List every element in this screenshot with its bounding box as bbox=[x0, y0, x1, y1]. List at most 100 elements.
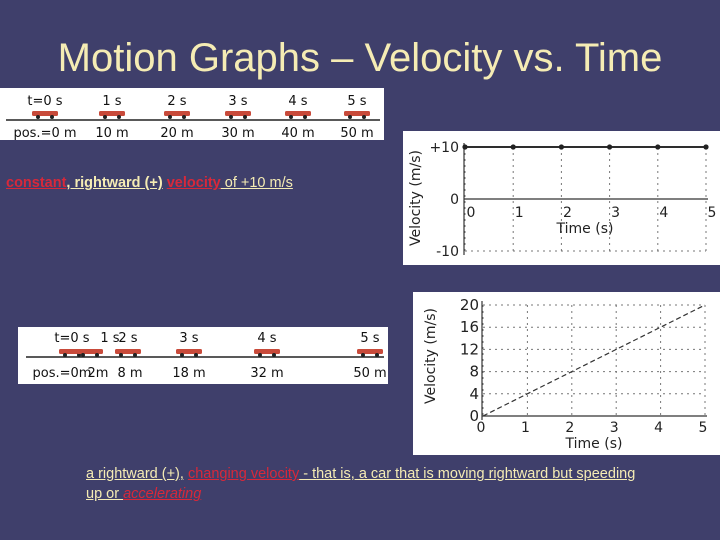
x-tick-label: 1 bbox=[515, 205, 524, 221]
strip1-position-label: 50 m bbox=[340, 126, 373, 140]
strip2-car-wheel bbox=[375, 353, 379, 357]
strip1-car-body bbox=[32, 111, 58, 116]
y-tick-label: 12 bbox=[460, 340, 479, 358]
x-tick-label: 5 bbox=[699, 420, 708, 436]
caption2-accelerating: accelerating bbox=[123, 486, 202, 502]
caption-value: of +10 m/s bbox=[220, 175, 293, 191]
graph-constant-velocity-svg: 0 1 2 3 4 5 +10 0 -10 Time (s) Velocity (m/s) bbox=[408, 140, 717, 260]
motion-strip-constant-svg: t=0 s pos.=0 m 1 s 10 m 2 s 20 m 3 s 30 m 4 s 40 … bbox=[6, 94, 380, 141]
y-tick-label: -10 bbox=[436, 244, 459, 260]
graph-accelerating: 0 1 2 3 4 5 20 16 12 8 4 0 Time (s) Velocity (m/s) bbox=[413, 292, 720, 455]
strip2-car-body bbox=[357, 349, 383, 354]
y-tick-label: 0 bbox=[450, 192, 459, 208]
strip2-position-label: pos.=0m bbox=[33, 366, 92, 381]
caption-accelerating: a rightward (+), changing velocity - tha… bbox=[86, 464, 646, 504]
x-tick-label: 4 bbox=[654, 420, 663, 436]
strip1-car-wheel bbox=[103, 115, 107, 119]
x-tick-label: 2 bbox=[563, 205, 572, 221]
strip2-car-body bbox=[77, 349, 103, 354]
x-tick-label: 0 bbox=[467, 205, 476, 221]
x-tick-label: 5 bbox=[708, 205, 717, 221]
strip1-position-label: 20 m bbox=[160, 126, 193, 140]
strip2-position-label: 18 m bbox=[172, 366, 205, 381]
strip1-car-wheel bbox=[50, 115, 54, 119]
strip2-time-label: 5 s bbox=[360, 331, 379, 346]
x-axis-label: Time (s) bbox=[556, 221, 614, 237]
caption-constant-word: constant bbox=[6, 175, 67, 191]
caption-rightward: rightward (+) bbox=[74, 175, 163, 191]
strip1-car-body bbox=[99, 111, 125, 116]
strip2-position-label: 32 m bbox=[250, 366, 283, 381]
strip2-car-wheel bbox=[361, 353, 365, 357]
strip1-car-body bbox=[285, 111, 311, 116]
strip1-time-label: t=0 s bbox=[27, 94, 62, 109]
strip2-car-wheel bbox=[272, 353, 276, 357]
strip1-car-wheel bbox=[36, 115, 40, 119]
x-tick-label: 3 bbox=[611, 205, 620, 221]
strip1-car-wheel bbox=[243, 115, 247, 119]
x-tick-label: 2 bbox=[565, 420, 574, 436]
x-axis-label: Time (s) bbox=[565, 436, 623, 452]
strip1-car-wheel bbox=[182, 115, 186, 119]
strip1-car-wheel bbox=[348, 115, 352, 119]
strip1-position-label: 30 m bbox=[221, 126, 254, 140]
strip2-car-wheel bbox=[119, 353, 123, 357]
caption-constant-velocity: constant, rightward (+) velocity of +10 … bbox=[6, 175, 293, 191]
caption-sep: , bbox=[66, 175, 75, 191]
strip1-car-wheel bbox=[117, 115, 121, 119]
data-point bbox=[703, 144, 709, 150]
strip2-time-label: 2 s bbox=[118, 331, 137, 346]
strip2-car-wheel bbox=[63, 353, 67, 357]
y-tick-label: 0 bbox=[469, 407, 479, 425]
y-tick-label: +10 bbox=[429, 140, 459, 156]
strip2-time-label: t=0 s bbox=[54, 331, 89, 346]
strip1-time-label: 4 s bbox=[288, 94, 307, 109]
strip1-car-body bbox=[225, 111, 251, 116]
strip2-time-label: 1 s bbox=[100, 331, 119, 346]
strip2-car-body bbox=[115, 349, 141, 354]
y-tick-label: 4 bbox=[469, 385, 479, 403]
motion-strip-accelerating: t=0 s pos.=0m 1 s 2m 2 s 8 m 3 s 18 m 4 s 32 m 5 s… bbox=[18, 327, 388, 384]
x-tick-label: 0 bbox=[477, 420, 486, 436]
data-point bbox=[655, 144, 661, 150]
graph-constant-velocity: 0 1 2 3 4 5 +10 0 -10 Time (s) Velocity (m/s) bbox=[403, 131, 720, 265]
strip2-car-wheel bbox=[180, 353, 184, 357]
strip1-time-label: 2 s bbox=[167, 94, 186, 109]
strip2-car-wheel bbox=[258, 353, 262, 357]
strip1-position-label: pos.=0 m bbox=[13, 126, 76, 140]
data-point bbox=[607, 144, 613, 150]
data-series-line bbox=[482, 304, 706, 417]
strip1-car-wheel bbox=[303, 115, 307, 119]
y-axis-label: Velocity (m/s) bbox=[408, 150, 424, 246]
strip2-car-body bbox=[176, 349, 202, 354]
x-tick-label: 3 bbox=[610, 420, 619, 436]
strip1-time-label: 5 s bbox=[347, 94, 366, 109]
strip1-position-label: 40 m bbox=[281, 126, 314, 140]
strip1-car-wheel bbox=[289, 115, 293, 119]
strip1-time-label: 1 s bbox=[102, 94, 121, 109]
y-axis-label: Velocity (m/s) bbox=[423, 308, 439, 404]
strip2-time-label: 4 s bbox=[257, 331, 276, 346]
data-point bbox=[558, 144, 564, 150]
strip2-time-label: 3 s bbox=[179, 331, 198, 346]
strip2-car-wheel bbox=[133, 353, 137, 357]
motion-strip-accelerating-svg: t=0 s pos.=0m 1 s 2m 2 s 8 m 3 s 18 m 4 s 32 m 5 s… bbox=[26, 331, 387, 381]
strip1-car-wheel bbox=[362, 115, 366, 119]
strip2-car-wheel bbox=[95, 353, 99, 357]
y-tick-label: 20 bbox=[460, 296, 479, 314]
x-tick-label: 4 bbox=[659, 205, 668, 221]
caption2-description: - that is, a car that is moving rightwar… bbox=[86, 466, 636, 502]
y-tick-label: 8 bbox=[469, 363, 479, 381]
caption2-changing-velocity: changing velocity bbox=[187, 466, 300, 482]
data-point bbox=[510, 144, 516, 150]
strip2-car-body bbox=[254, 349, 280, 354]
motion-strip-constant: t=0 s pos.=0 m 1 s 10 m 2 s 20 m 3 s 30 m 4 s 40 … bbox=[0, 88, 384, 141]
strip2-position-label: 2m bbox=[88, 366, 109, 381]
caption2-rightward: a rightward (+), bbox=[86, 466, 184, 482]
strip2-position-label: 8 m bbox=[117, 366, 142, 381]
strip2-car-wheel bbox=[81, 353, 85, 357]
y-tick-label: 16 bbox=[460, 318, 479, 336]
strip1-car-wheel bbox=[168, 115, 172, 119]
strip1-car-body bbox=[164, 111, 190, 116]
